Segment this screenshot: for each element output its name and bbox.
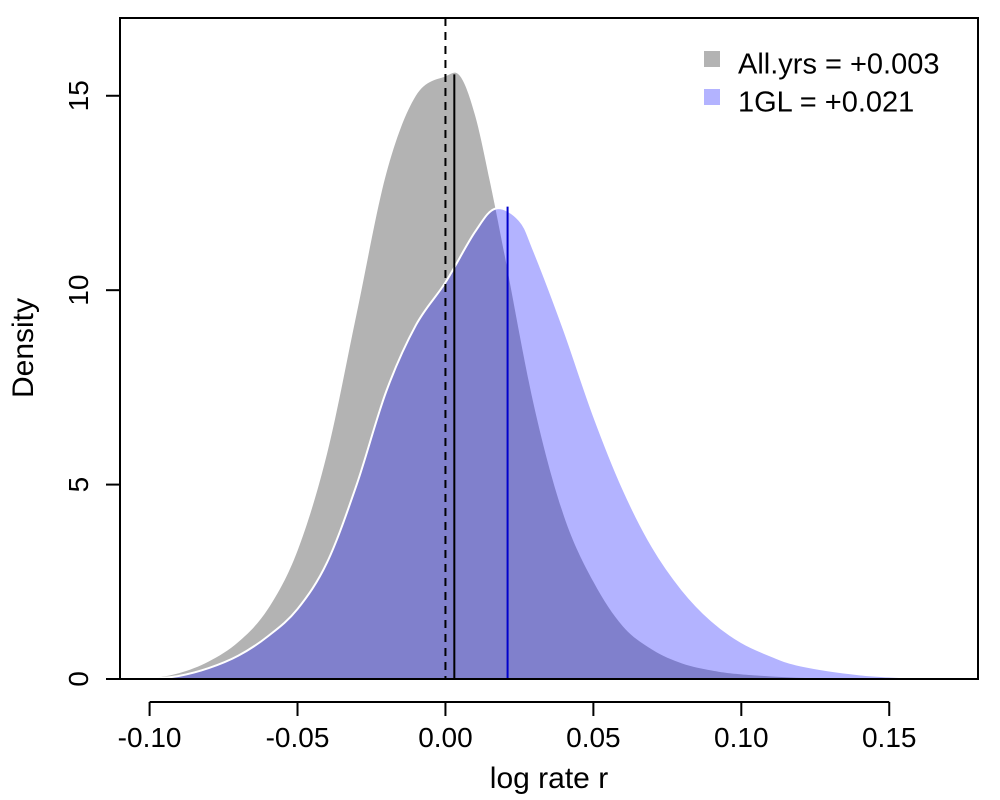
legend-swatch bbox=[704, 89, 720, 105]
x-tick-label: -0.05 bbox=[266, 722, 330, 753]
x-tick-label: 0.15 bbox=[862, 722, 917, 753]
legend-label: 1GL = +0.021 bbox=[738, 87, 914, 119]
x-axis-label: log rate r bbox=[490, 762, 608, 795]
y-tick-label: 15 bbox=[63, 80, 94, 111]
legend: All.yrs = +0.003 1GL = +0.021 bbox=[704, 49, 940, 119]
density-areas bbox=[149, 72, 964, 679]
x-tick-label: -0.10 bbox=[118, 722, 182, 753]
x-tick-label: 0.10 bbox=[714, 722, 769, 753]
y-tick-label: 5 bbox=[63, 477, 94, 493]
legend-swatch bbox=[704, 51, 720, 67]
y-axis: 0 5 10 15 bbox=[63, 80, 121, 687]
outline-1gl bbox=[149, 207, 964, 679]
y-axis-label: Density bbox=[7, 298, 40, 398]
x-tick-label: 0.05 bbox=[566, 722, 621, 753]
x-tick-label: 0.00 bbox=[418, 722, 473, 753]
density-lines bbox=[444, 18, 509, 679]
legend-label: All.yrs = +0.003 bbox=[738, 49, 940, 81]
x-axis: -0.10 -0.05 0.00 0.05 0.10 0.15 bbox=[118, 701, 917, 753]
y-tick-label: 10 bbox=[63, 275, 94, 306]
y-tick-label: 0 bbox=[63, 671, 94, 687]
